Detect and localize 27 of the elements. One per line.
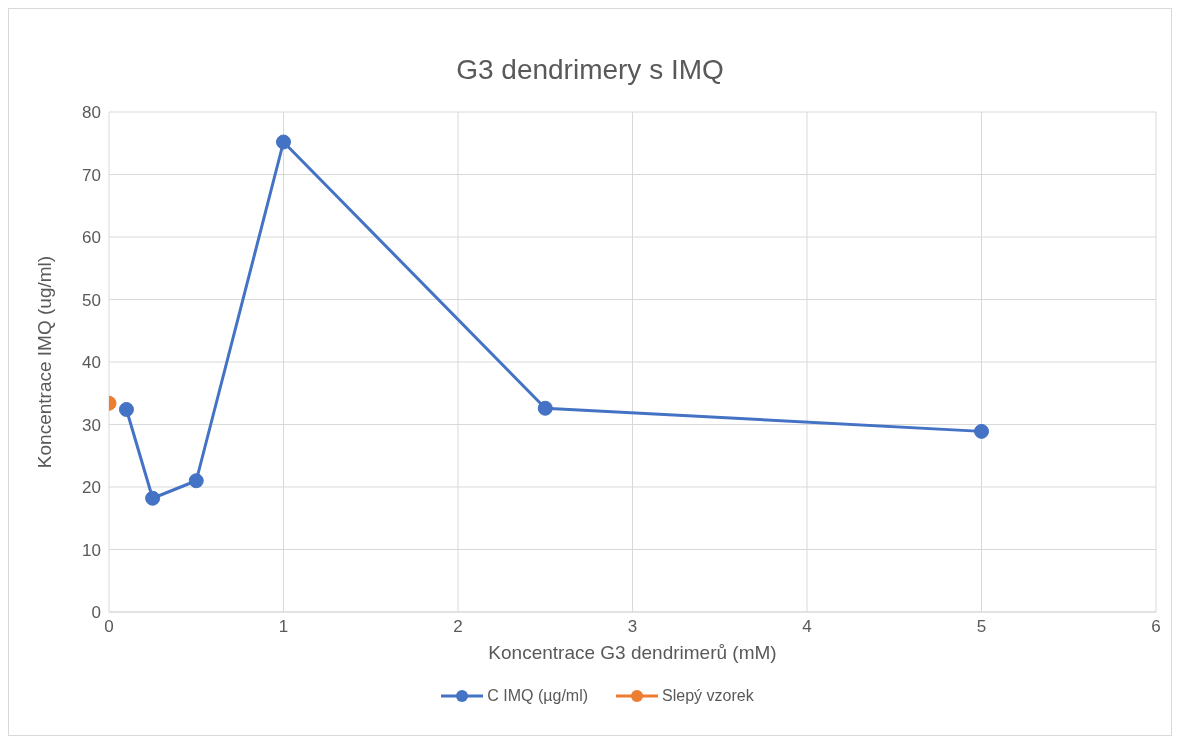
x-tick-label: 3 — [627, 617, 638, 637]
y-axis-title: Koncentrace IMQ (ug/ml) — [33, 255, 55, 469]
y-tick-label: 10 — [82, 540, 101, 560]
x-axis-title: Koncentrace G3 dendrimerů (mM) — [488, 642, 777, 663]
point — [537, 400, 553, 416]
point — [974, 423, 989, 439]
y-tick-label: 0 — [91, 603, 101, 623]
y-tick-label: 50 — [82, 290, 101, 310]
y-tick-label: 70 — [82, 165, 101, 185]
point — [118, 402, 134, 417]
x-tick-label: 0 — [104, 617, 114, 637]
y-tick-label: 30 — [82, 415, 101, 435]
point — [145, 490, 161, 506]
x-tick-label: 2 — [453, 617, 463, 637]
y-tick-label: 20 — [82, 478, 101, 498]
x-tick-label: 1 — [278, 617, 289, 637]
legend-label: C IMQ (µg/ml) — [486, 687, 589, 705]
point — [188, 473, 204, 489]
x-tick-label: 6 — [1151, 617, 1161, 637]
chart-title: G3 dendrimery s IMQ — [455, 54, 725, 86]
legend-label: Slepý vzorek — [661, 687, 754, 705]
x-tick-label: 4 — [802, 617, 812, 637]
x-tick-label: 5 — [976, 617, 987, 637]
y-tick-label: 60 — [82, 228, 101, 248]
y-tick-label: 80 — [82, 103, 101, 123]
point — [276, 134, 291, 150]
y-tick-label: 40 — [82, 353, 101, 373]
